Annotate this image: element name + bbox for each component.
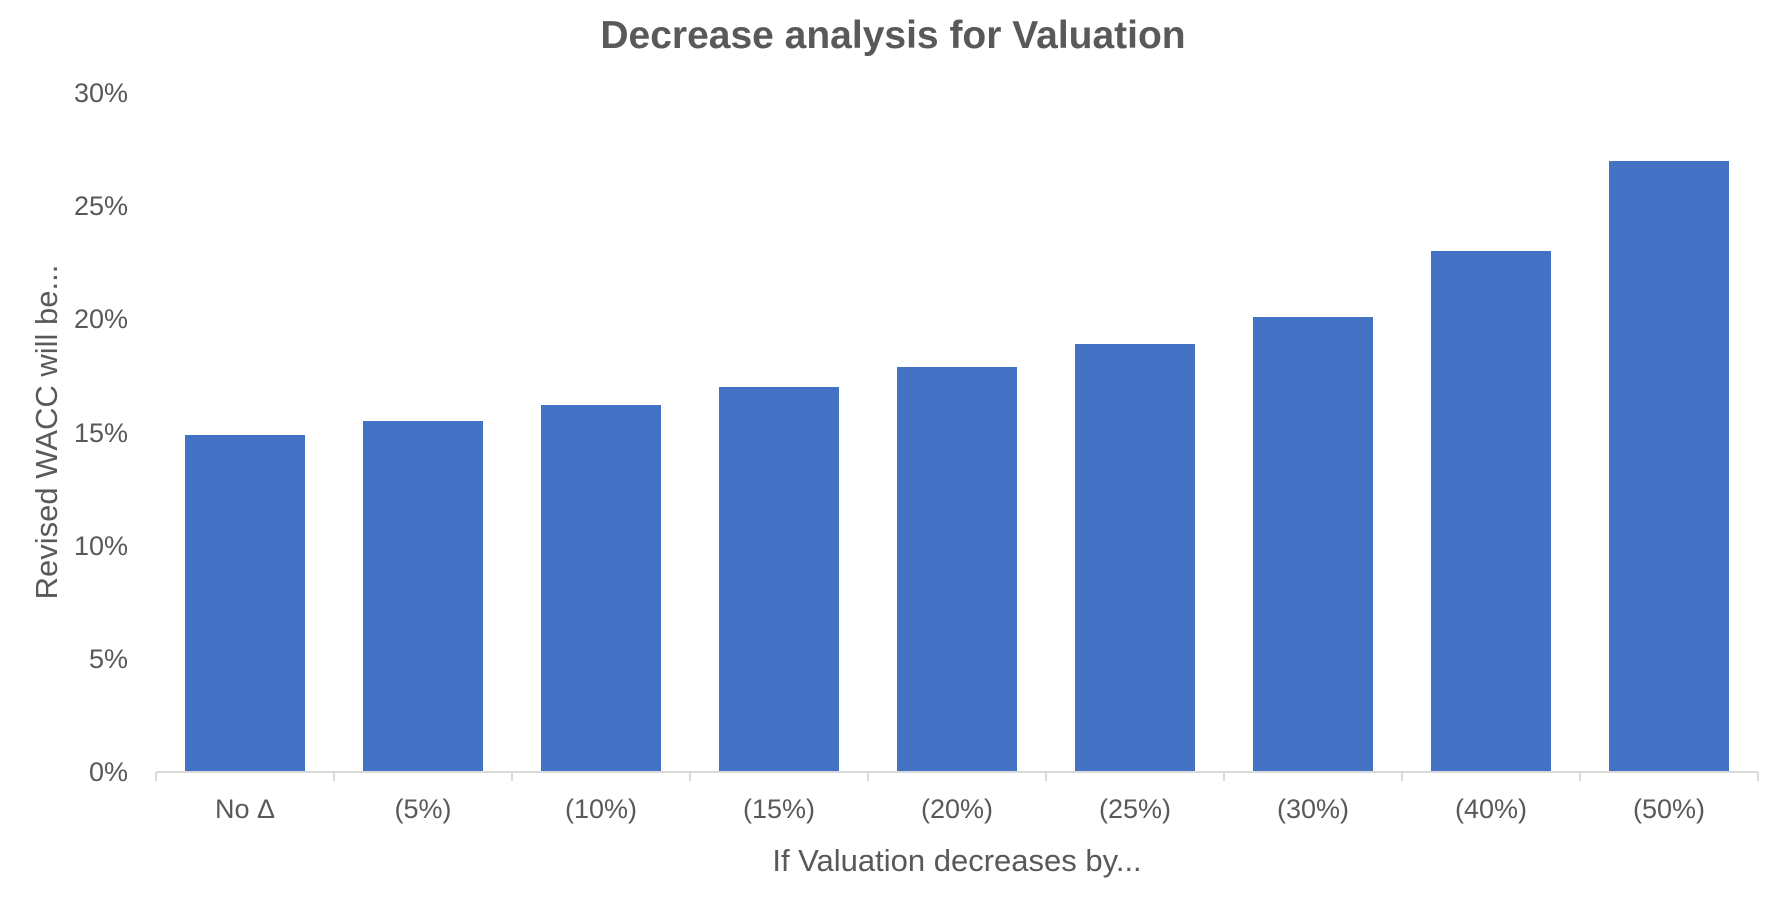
x-axis-tick-label: No Δ: [214, 794, 276, 824]
bar: [363, 421, 483, 772]
x-axis-tick-mark: [1223, 772, 1225, 781]
x-axis-line: [156, 771, 1758, 773]
x-axis-tick-label: (20%): [920, 794, 994, 824]
y-axis-tick-label: 20%: [73, 304, 128, 335]
x-axis-tick-mark: [333, 772, 335, 781]
y-axis-tick-label: 15%: [73, 417, 128, 448]
x-axis-tick-label: (30%): [1276, 794, 1350, 824]
x-axis-tick-mark: [1401, 772, 1403, 781]
x-axis-tick-mark: [1045, 772, 1047, 781]
y-axis-tick-label: 30%: [73, 78, 128, 108]
x-axis-tick-label: (5%): [394, 794, 452, 824]
x-axis-tick-mark: [511, 772, 513, 781]
bar: [1431, 251, 1551, 772]
x-axis-tick-mark: [689, 772, 691, 781]
bar: [1253, 317, 1373, 772]
x-axis-tick-label: (50%): [1632, 794, 1706, 824]
y-axis-tick-label: 25%: [73, 191, 128, 222]
x-axis-tick-label: (15%): [742, 794, 816, 824]
x-axis-tick-mark: [867, 772, 869, 781]
x-axis-tick-mark: [155, 772, 157, 781]
bar: [1075, 344, 1195, 772]
bar: [541, 405, 661, 772]
x-axis-tick-mark: [1757, 772, 1759, 781]
y-axis-tick-label: 0%: [88, 757, 128, 787]
bar: [897, 366, 1017, 772]
x-axis-tick-mark: [1579, 772, 1581, 781]
y-axis-tick-label: 10%: [73, 530, 128, 561]
x-axis-title: If Valuation decreases by...: [772, 843, 1142, 878]
bar: [1609, 160, 1729, 772]
chart-title: Decrease analysis for Valuation: [600, 14, 1186, 57]
x-axis-tick-label: (10%): [564, 794, 638, 824]
y-axis-tick-label: 5%: [88, 643, 128, 674]
x-axis-tick-label: (40%): [1454, 794, 1528, 824]
x-axis-tick-label: (25%): [1098, 794, 1172, 824]
bar: [719, 387, 839, 772]
bar: [185, 434, 305, 772]
